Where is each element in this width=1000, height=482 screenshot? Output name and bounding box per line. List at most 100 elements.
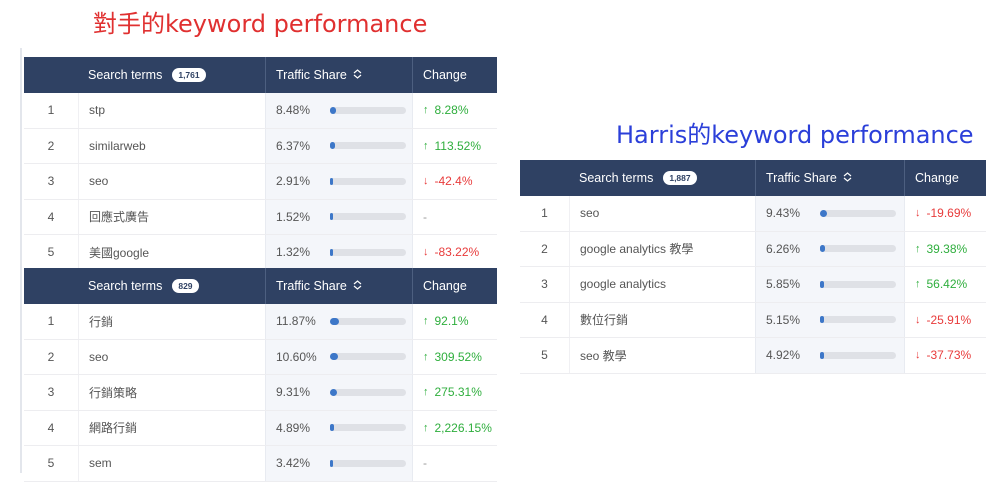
- traffic-share-value: 11.87%: [276, 314, 316, 329]
- search-term[interactable]: stp: [78, 93, 265, 128]
- header-change[interactable]: Change: [412, 268, 497, 304]
- header-search-terms[interactable]: Search terms 829: [78, 268, 265, 304]
- sort-up-down-icon[interactable]: [353, 69, 362, 81]
- header-search-terms[interactable]: Search terms 1,887: [569, 160, 755, 196]
- traffic-share-cell: 5.15%: [755, 302, 904, 337]
- search-term[interactable]: seo: [78, 339, 265, 374]
- change-cell: ↑ 92.1%: [412, 304, 497, 339]
- table-row[interactable]: 1 seo 9.43% ↓ -19.69%: [520, 196, 986, 232]
- change-value: -19.69%: [926, 206, 972, 221]
- table-row[interactable]: 1 stp 8.48% ↑ 8.28%: [24, 93, 497, 129]
- traffic-share-bar: [330, 459, 406, 467]
- change-value: -: [423, 209, 427, 224]
- traffic-share-bar-fill: [820, 209, 827, 217]
- table-row[interactable]: 4 網路行銷 4.89% ↑ 2,226.15%: [24, 410, 497, 446]
- traffic-share-cell: 1.52%: [265, 199, 412, 234]
- traffic-share-value: 2.91%: [276, 174, 311, 189]
- traffic-share-value: 9.43%: [766, 206, 801, 221]
- change-cell: ↑ 113.52%: [412, 128, 497, 163]
- traffic-share-bar-fill: [330, 353, 338, 361]
- row-rank: 2: [541, 241, 548, 256]
- change-value: 309.52%: [434, 349, 482, 364]
- search-term[interactable]: seo 教學: [569, 338, 755, 373]
- change-value: 56.42%: [926, 277, 968, 292]
- traffic-share-bar-fill: [330, 142, 335, 150]
- search-term[interactable]: 數位行銷: [569, 302, 755, 337]
- traffic-share-cell: 3.42%: [265, 446, 412, 481]
- search-term[interactable]: 行銷: [78, 304, 265, 339]
- table-row[interactable]: 5 美國google 1.32% ↓ -83.22%: [24, 235, 497, 271]
- table-row[interactable]: 3 seo 2.91% ↓ -42.4%: [24, 164, 497, 200]
- change-cell: ↑ 39.38%: [904, 231, 986, 266]
- traffic-share-cell: 2.91%: [265, 164, 412, 199]
- table-row[interactable]: 5 sem 3.42% -: [24, 446, 497, 482]
- traffic-share-bar-fill: [330, 459, 333, 467]
- traffic-share-bar-fill: [820, 245, 825, 253]
- traffic-share-bar: [820, 209, 896, 217]
- search-term[interactable]: google analytics 教學: [569, 231, 755, 266]
- traffic-share-cell: 4.89%: [265, 410, 412, 445]
- header-search-terms[interactable]: Search terms 1,761: [78, 57, 265, 93]
- table-edge: [20, 48, 22, 473]
- table-row[interactable]: 4 數位行銷 5.15% ↓ -25.91%: [520, 302, 986, 338]
- traffic-share-value: 1.52%: [276, 209, 311, 224]
- traffic-share-value: 4.89%: [276, 420, 311, 435]
- search-term[interactable]: seo: [569, 196, 755, 231]
- row-rank: 1: [47, 103, 55, 118]
- traffic-share-label: Traffic Share: [276, 279, 347, 293]
- table-row[interactable]: 2 similarweb 6.37% ↑ 113.52%: [24, 128, 497, 164]
- header-num-col: [24, 57, 78, 93]
- traffic-share-bar: [330, 177, 406, 185]
- change-value: 2,226.15%: [434, 420, 492, 435]
- change-value: 8.28%: [434, 103, 469, 118]
- traffic-share-cell: 10.60%: [265, 339, 412, 374]
- term-count-badge: 829: [172, 279, 199, 293]
- traffic-share-cell: 6.37%: [265, 128, 412, 163]
- traffic-share-bar-fill: [820, 316, 824, 324]
- table-row[interactable]: 5 seo 教學 4.92% ↓ -37.73%: [520, 338, 986, 374]
- change-value: -42.4%: [434, 174, 473, 189]
- change-value: -83.22%: [434, 245, 480, 260]
- header-traffic-share[interactable]: Traffic Share: [265, 57, 412, 93]
- header-change[interactable]: Change: [412, 57, 497, 93]
- harris-keyword-table: Search terms 1,887 Traffic Share Change 1 seo…: [520, 160, 986, 374]
- search-term[interactable]: 回應式廣告: [78, 199, 265, 234]
- header-traffic-share[interactable]: Traffic Share: [755, 160, 904, 196]
- traffic-share-bar: [820, 245, 896, 253]
- header-change[interactable]: Change: [904, 160, 986, 196]
- search-term[interactable]: 美國google: [78, 235, 265, 270]
- search-term[interactable]: 網路行銷: [78, 410, 265, 445]
- traffic-share-value: 4.92%: [766, 348, 801, 363]
- traffic-share-bar-fill: [820, 351, 824, 359]
- row-rank: 2: [47, 138, 55, 153]
- table-row[interactable]: 2 google analytics 教學 6.26% ↑ 39.38%: [520, 231, 986, 267]
- table-row[interactable]: 1 行銷 11.87% ↑ 92.1%: [24, 304, 497, 340]
- row-rank: 1: [541, 206, 548, 221]
- table-row[interactable]: 3 行銷策略 9.31% ↑ 275.31%: [24, 375, 497, 411]
- traffic-share-value: 6.26%: [766, 241, 801, 256]
- search-term[interactable]: sem: [78, 446, 265, 481]
- traffic-share-bar-fill: [330, 106, 336, 114]
- traffic-share-cell: 9.31%: [265, 375, 412, 410]
- traffic-share-bar-fill: [330, 388, 337, 396]
- search-term[interactable]: similarweb: [78, 128, 265, 163]
- sort-up-down-icon[interactable]: [843, 172, 852, 184]
- table-row[interactable]: 4 回應式廣告 1.52% -: [24, 199, 497, 235]
- table-header: Search terms 829 Traffic Share Change: [24, 268, 497, 304]
- arrow-up-icon: ↑: [915, 242, 921, 255]
- traffic-share-bar: [330, 353, 406, 361]
- table-row[interactable]: 3 google analytics 5.85% ↑ 56.42%: [520, 267, 986, 303]
- traffic-share-bar: [820, 280, 896, 288]
- sort-up-down-icon[interactable]: [353, 280, 362, 292]
- traffic-share-label: Traffic Share: [276, 68, 347, 82]
- search-term[interactable]: seo: [78, 164, 265, 199]
- header-traffic-share[interactable]: Traffic Share: [265, 268, 412, 304]
- traffic-share-bar-fill: [330, 317, 339, 325]
- traffic-share-bar: [820, 351, 896, 359]
- row-rank: 5: [47, 245, 55, 260]
- search-term[interactable]: 行銷策略: [78, 375, 265, 410]
- table-row[interactable]: 2 seo 10.60% ↑ 309.52%: [24, 339, 497, 375]
- search-term[interactable]: google analytics: [569, 267, 755, 302]
- change-cell: ↓ -25.91%: [904, 302, 986, 337]
- traffic-share-value: 9.31%: [276, 385, 311, 400]
